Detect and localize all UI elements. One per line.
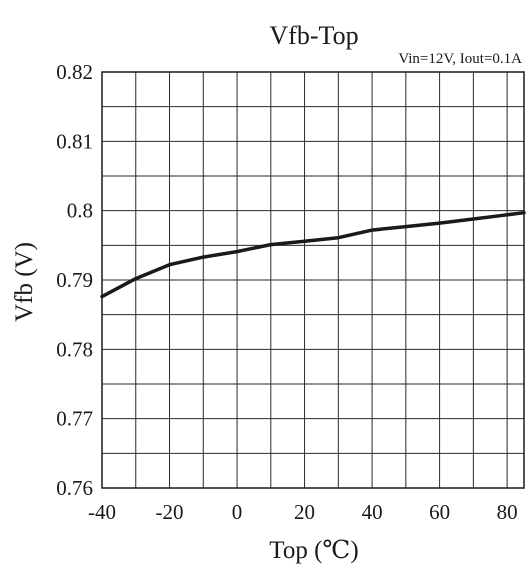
x-tick-label: -40 [88, 500, 116, 524]
chart-title: Vfb-Top [269, 21, 358, 50]
y-tick-label: 0.78 [56, 337, 93, 361]
y-tick-label: 0.79 [56, 268, 93, 292]
x-tick-label: 20 [294, 500, 315, 524]
x-tick-label: 80 [497, 500, 518, 524]
x-tick-label: 0 [232, 500, 243, 524]
y-tick-label: 0.77 [56, 407, 93, 431]
x-axis-label: Top (℃) [269, 537, 358, 564]
plot-frame [101, 71, 525, 489]
series-line-0 [100, 210, 526, 299]
x-tick-labels: -40 -20 0 20 40 60 80 [88, 500, 518, 524]
chart-subtitle: Vin=12V, Iout=0.1A [398, 51, 522, 67]
y-axis-label: Vfb (V) [11, 242, 38, 322]
y-tick-label: 0.82 [56, 60, 93, 84]
y-tick-label: 0.8 [67, 199, 93, 223]
x-tick-label: -20 [156, 500, 184, 524]
y-tick-label: 0.76 [56, 476, 93, 500]
series-layer [100, 210, 526, 299]
x-tick-label: 40 [362, 500, 383, 524]
y-tick-label: 0.81 [56, 129, 93, 153]
x-tick-label: 60 [429, 500, 450, 524]
grid-lines [102, 72, 524, 488]
y-tick-labels: 0.76 0.77 0.78 0.79 0.8 0.81 0.82 [56, 60, 93, 500]
